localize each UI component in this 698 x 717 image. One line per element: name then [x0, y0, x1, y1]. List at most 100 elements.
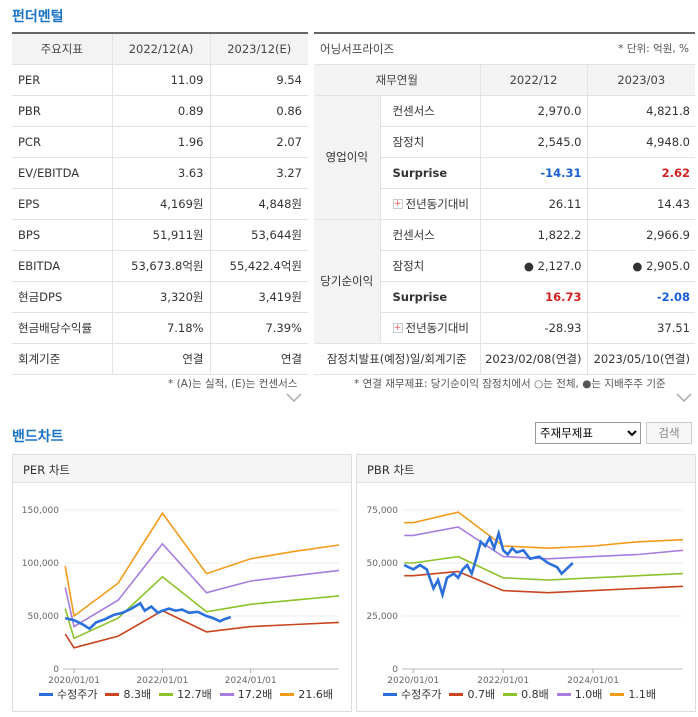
earnings-surprise-table: 어닝서프라이즈 * 단위: 억원, % 재무연월 2022/12 2023/03…	[314, 32, 696, 375]
legend-label: 0.7배	[467, 688, 496, 701]
col-header-indicator: 주요지표	[12, 33, 112, 65]
indicator-label: PBR	[12, 95, 112, 127]
announce-date-2023-03: 2023/05/10(연결)	[586, 343, 696, 375]
fundamentals-note: * (A)는 실적, (E)는 컨센서스	[168, 378, 298, 390]
legend-label: 0.8배	[521, 688, 549, 701]
chevron-down-icon[interactable]	[676, 393, 692, 402]
per-chart-title: PER 차트	[13, 455, 351, 483]
table-row: PCR 1.96 2.07	[12, 126, 308, 158]
row-label[interactable]: + 전년동기대비	[379, 188, 480, 220]
legend-item[interactable]: 수정주가	[39, 686, 97, 702]
legend-item[interactable]: 1.1배	[610, 686, 656, 702]
legend-label: 1.1배	[628, 688, 656, 701]
y-tick-label: 100,000	[22, 559, 59, 569]
value-2022-12: 16.73	[479, 281, 587, 313]
row-label: Surprise	[379, 157, 480, 189]
actual-value: 4,169원	[111, 188, 210, 220]
estimate-value: 연결	[209, 343, 308, 375]
table-row: 잠정치 2,545.0 4,948.0	[314, 126, 696, 158]
indicator-label: EPS	[12, 188, 112, 220]
legend-item[interactable]: 21.6배	[280, 686, 333, 702]
legend-swatch	[159, 692, 174, 696]
value-2022-12: -28.93	[479, 312, 587, 344]
value-2023-03: 2,966.9	[586, 219, 696, 251]
legend-item[interactable]: 0.7배	[449, 686, 495, 702]
legend-swatch	[556, 692, 571, 696]
actual-value: 연결	[111, 343, 210, 375]
earnings-title: 어닝서프라이즈	[314, 33, 480, 65]
row-label: 잠정치	[379, 126, 480, 158]
row-label[interactable]: + 전년동기대비	[379, 312, 480, 344]
table-row: 당기순이익 컨센서스 1,822.2 2,966.9	[314, 219, 696, 344]
estimate-value: 2.07	[209, 126, 308, 158]
actual-value: 0.89	[111, 95, 210, 127]
table-row: BPS 51,911원 53,644원	[12, 219, 308, 251]
series-line-수정주가	[64, 601, 232, 631]
table-row: EPS 4,169원 4,848원	[12, 188, 308, 220]
value-2023-03: 4,948.0	[586, 126, 696, 158]
table-row: 회계기준 연결 연결	[12, 343, 308, 375]
legend-swatch	[105, 692, 120, 696]
estimate-value: 3,419원	[209, 281, 308, 313]
indicator-label: 현금DPS	[12, 281, 112, 313]
estimate-value: 53,644원	[209, 219, 308, 251]
table-row: PBR 0.89 0.86	[12, 95, 308, 127]
statement-type-select[interactable]: 주재무제표	[535, 422, 641, 444]
chevron-down-icon[interactable]	[286, 393, 302, 402]
legend-label: 21.6배	[298, 688, 333, 701]
legend-swatch	[449, 692, 464, 696]
series-line-1.0배	[404, 526, 684, 560]
band-chart-title: 밴드차트	[12, 429, 64, 445]
search-button[interactable]: 검색	[646, 422, 692, 444]
x-tick-label: 2020/01/01	[387, 676, 439, 684]
group-label: 영업이익	[314, 95, 380, 220]
legend-label: 8.3배	[123, 688, 152, 701]
table-row: + 전년동기대비 26.11 14.43	[314, 188, 696, 220]
legend-swatch	[219, 692, 234, 696]
value-2022-12: 2,545.0	[479, 126, 587, 158]
table-row: 현금배당수익률 7.18% 7.39%	[12, 312, 308, 344]
estimate-value: 9.54	[209, 64, 308, 96]
series-line-17.2배	[64, 542, 340, 628]
per-chart-panel: PER 차트 150,000 100,000 50,000 0 2020/01/01 20…	[12, 454, 352, 712]
value-2023-03: 37.51	[586, 312, 696, 344]
y-tick-label: 150,000	[22, 506, 59, 516]
series-line-21.6배	[64, 511, 340, 618]
expand-plus-icon[interactable]: +	[392, 323, 403, 333]
y-tick-label: 0	[392, 665, 398, 675]
indicator-label: PCR	[12, 126, 112, 158]
legend-item[interactable]: 8.3배	[105, 686, 151, 702]
value-2023-03: -2.08	[586, 281, 696, 313]
value-2022-12: ● 2,127.0	[479, 250, 587, 282]
legend-label: 수정주가	[401, 688, 442, 701]
series-line-12.7배	[64, 575, 340, 640]
legend-item[interactable]: 0.8배	[503, 686, 549, 702]
indicator-label: PER	[12, 64, 112, 96]
estimate-value: 4,848원	[209, 188, 308, 220]
legend-item[interactable]: 1.0배	[556, 686, 602, 702]
value-2022-12: 2,970.0	[479, 95, 587, 127]
announce-date-2022-12: 2023/02/08(연결)	[479, 343, 587, 375]
series-line-1.1배	[404, 511, 684, 550]
series-line-0.7배	[404, 570, 684, 594]
y-tick-label: 0	[53, 665, 59, 675]
legend-item[interactable]: 수정주가	[383, 686, 441, 702]
legend-item[interactable]: 17.2배	[219, 686, 272, 702]
legend-label: 수정주가	[57, 688, 98, 701]
value-2022-12: -14.31	[479, 157, 587, 189]
table-row: 현금DPS 3,320원 3,419원	[12, 281, 308, 313]
y-tick-label: 25,000	[367, 612, 399, 622]
group-label: 당기순이익	[314, 219, 380, 344]
legend-item[interactable]: 12.7배	[159, 686, 212, 702]
y-tick-label: 50,000	[367, 559, 399, 569]
expand-plus-icon[interactable]: +	[392, 199, 403, 209]
value-2023-03: 2.62	[586, 157, 696, 189]
indicator-label: 회계기준	[12, 343, 112, 375]
row-label: 잠정치	[379, 250, 480, 282]
x-tick-label: 2024/01/01	[567, 676, 619, 684]
actual-value: 51,911원	[111, 219, 210, 251]
value-2023-03: 4,821.8	[586, 95, 696, 127]
actual-value: 7.18%	[111, 312, 210, 344]
